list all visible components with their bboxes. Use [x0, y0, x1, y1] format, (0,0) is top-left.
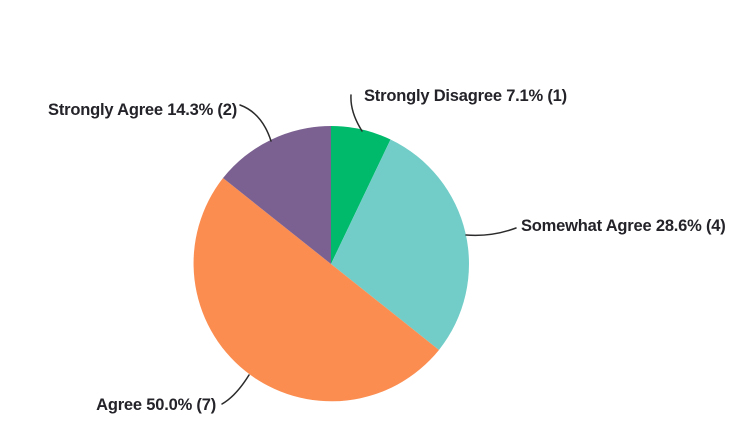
pie-slices	[193, 126, 469, 402]
pie-slice-somewhat-agree	[331, 139, 469, 350]
slice-label-somewhat-agree: Somewhat Agree 28.6% (4)	[521, 217, 726, 235]
slice-label-agree: Agree 50.0% (7)	[96, 396, 216, 414]
leader-line-somewhat-agree	[465, 227, 517, 237]
leader-line-agree	[221, 374, 250, 405]
slice-label-strongly-agree: Strongly Agree 14.3% (2)	[48, 101, 237, 119]
slice-label-strongly-disagree: Strongly Disagree 7.1% (1)	[364, 87, 567, 105]
pie-slice-strongly-disagree	[331, 126, 391, 264]
leader-line-strongly-disagree	[350, 94, 363, 132]
leader-line-strongly-agree	[239, 104, 272, 142]
leader-lines	[221, 94, 517, 405]
pie-slice-agree	[193, 178, 439, 402]
pie-slice-strongly-agree	[223, 126, 331, 264]
